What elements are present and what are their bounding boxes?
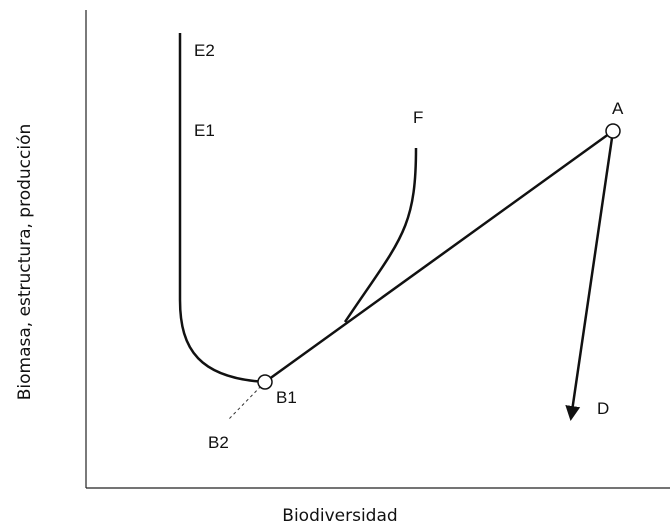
node-label: E2 [194,41,215,60]
y-axis-label: Biomasa, estructura, producción [15,124,35,401]
curve-f [343,147,418,323]
node-label: E1 [194,121,215,140]
x-axis-label: Biodiversidad [282,506,397,526]
point-a [605,123,621,139]
node-label: D [597,399,609,418]
line-b1-a [264,129,614,384]
node-label: A [612,99,624,118]
node-label: B2 [208,433,229,452]
arrow-a-d [565,130,615,421]
node-label: B1 [276,388,297,407]
dashed-b2 [227,381,266,421]
curve-e-b1 [178,33,266,384]
node-label: F [413,108,423,127]
point-b1 [257,374,273,390]
